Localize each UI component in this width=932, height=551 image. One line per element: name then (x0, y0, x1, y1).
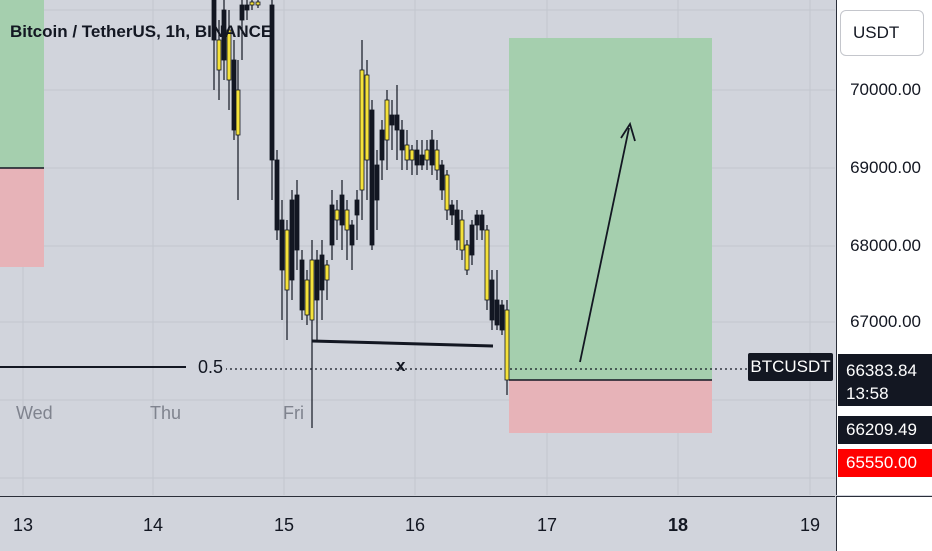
candle-body (474, 214, 480, 226)
last-price-tag: 66383.84 13:58 (838, 354, 932, 406)
entry-price-tag: 66209.49 (838, 416, 932, 444)
candle-body (299, 259, 305, 311)
candle-body (399, 129, 405, 151)
candle-body (479, 214, 485, 231)
time-label-15: 15 (273, 515, 295, 535)
candle-body (289, 199, 295, 281)
prev-loss-zone[interactable] (0, 168, 44, 267)
candle-body (374, 164, 380, 201)
candle-body (489, 279, 495, 321)
price-label-69000: 69000.00 (850, 158, 921, 177)
symbol-tag[interactable]: BTCUSDT (748, 353, 833, 381)
candle-body (255, 1, 261, 6)
candle-body (226, 29, 232, 81)
candle-body (329, 204, 335, 246)
candle-body (449, 204, 455, 216)
candle-body (494, 299, 500, 326)
candle-body (249, 1, 255, 6)
candle-body (231, 59, 237, 131)
time-label-17: 17 (536, 515, 558, 535)
candle-body (216, 39, 222, 71)
candle-body (274, 159, 280, 231)
candle-body (359, 69, 365, 191)
candle-body (369, 109, 375, 246)
candle-body (314, 259, 320, 301)
candle-body (414, 149, 420, 166)
candlestick-series[interactable] (211, 0, 510, 428)
candle-body (499, 304, 505, 331)
candle-body (409, 149, 415, 161)
candle-body (324, 264, 330, 281)
profit-zone[interactable] (509, 38, 712, 380)
candle-body (429, 139, 435, 166)
candle-body (334, 209, 340, 221)
candle-body (389, 114, 395, 126)
candle-body (339, 194, 345, 226)
candle-body (304, 279, 310, 316)
time-axis[interactable]: 13 14 15 16 17 18 19 (0, 496, 835, 551)
candle-body (354, 199, 360, 216)
bar-countdown: 13:58 (846, 384, 889, 403)
price-label-68000: 68000.00 (850, 236, 921, 255)
stop-price-tag: 65550.00 (838, 449, 932, 477)
loss-zone[interactable] (509, 380, 712, 433)
prev-profit-zone[interactable] (0, 0, 44, 168)
candle-body (344, 209, 350, 231)
candle-body (364, 74, 370, 161)
candle-body (444, 174, 450, 211)
candle-body (319, 254, 325, 291)
candle-body (349, 224, 355, 246)
time-label-18: 18 (667, 515, 689, 535)
time-label-16: 16 (404, 515, 426, 535)
time-label-19: 19 (799, 515, 821, 535)
day-label-wed: Wed (16, 403, 53, 423)
candle-body (464, 244, 470, 271)
candle-body (419, 154, 425, 166)
price-label-67000: 67000.00 (850, 312, 921, 331)
target-arrow[interactable] (579, 121, 636, 363)
candle-body (309, 259, 315, 321)
candle-body (459, 219, 465, 251)
axis-corner (836, 496, 932, 551)
pattern-marker: x (396, 356, 406, 375)
chart-canvas[interactable] (0, 0, 835, 495)
candle-body (294, 194, 300, 251)
candle-body (239, 4, 245, 21)
candle-body (504, 309, 510, 381)
currency-button[interactable]: USDT (840, 10, 924, 56)
price-axis[interactable]: 70000.00 69000.00 68000.00 67000.00 (836, 0, 932, 495)
candle-body (424, 149, 430, 161)
candle-body (394, 114, 400, 131)
chart-area[interactable]: Bitcoin / TetherUS, 1h, BINANCE Wed Thu … (0, 0, 835, 495)
candle-body (434, 149, 440, 171)
fib-level-label: 0.5 (195, 357, 227, 378)
candle-body (379, 129, 385, 161)
candle-body (484, 229, 490, 301)
time-label-14: 14 (142, 515, 164, 535)
day-label-thu: Thu (150, 403, 182, 423)
candle-body (439, 164, 445, 191)
candle-body (269, 4, 275, 161)
price-label-70000: 70000.00 (850, 80, 921, 99)
candle-body (279, 219, 285, 271)
day-label-fri: Fri (283, 403, 304, 423)
candle-body (244, 4, 250, 11)
last-price-value: 66383.84 (846, 361, 917, 380)
support-trendline[interactable] (311, 339, 494, 348)
candle-body (404, 144, 410, 161)
candle-body (221, 9, 227, 61)
time-label-13: 13 (12, 515, 34, 535)
candle-body (384, 99, 390, 141)
candle-body (211, 0, 217, 41)
candle-body (284, 229, 290, 291)
chart-title: Bitcoin / TetherUS, 1h, BINANCE (10, 22, 273, 41)
candle-body (469, 224, 475, 256)
candle-body (235, 89, 241, 136)
candle-body (454, 209, 460, 241)
